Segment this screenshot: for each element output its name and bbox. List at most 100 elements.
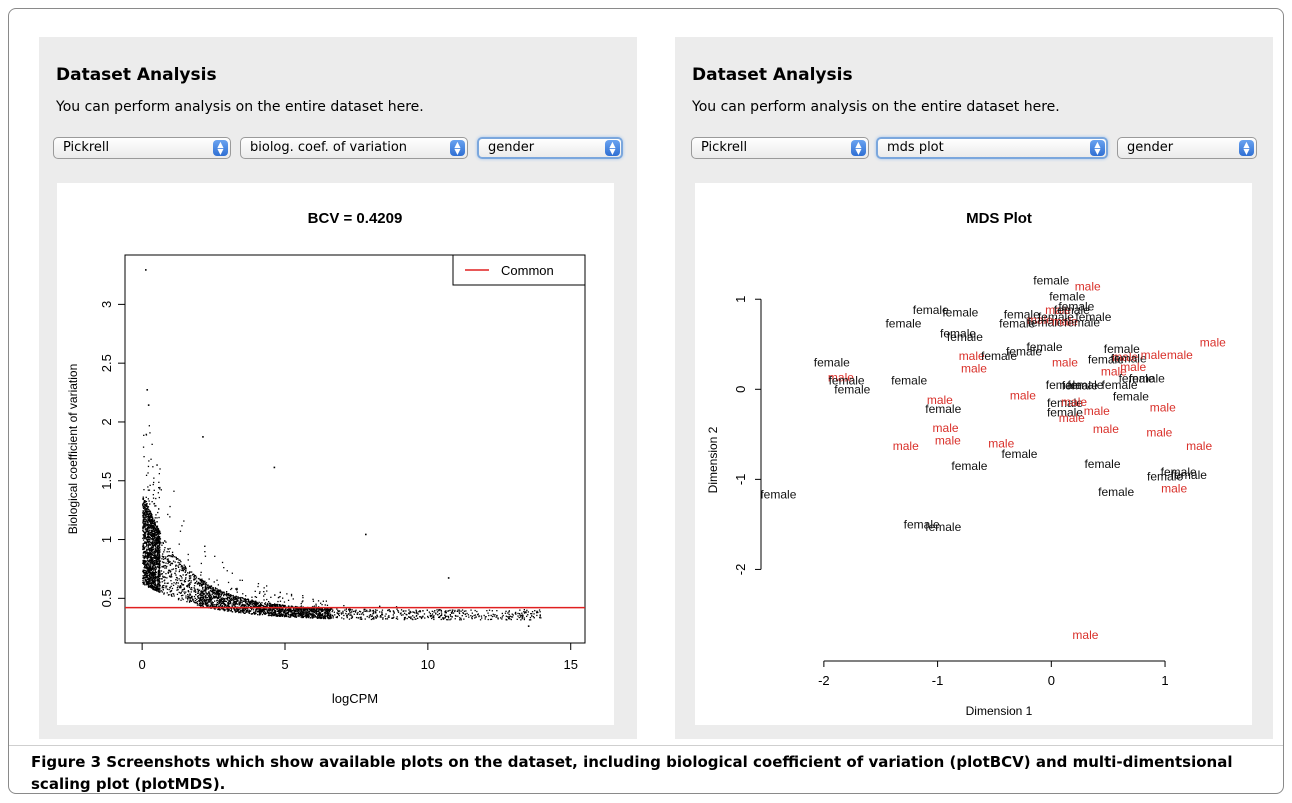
- bcv-point: [147, 555, 149, 557]
- bcv-point: [179, 592, 182, 594]
- bcv-point: [240, 604, 243, 606]
- bcv-point: [306, 615, 309, 618]
- bcv-point: [348, 618, 351, 620]
- bcv-point: [205, 587, 207, 589]
- bcv-point: [391, 617, 393, 619]
- bcv-point: [202, 592, 204, 594]
- bcv-point: [144, 509, 146, 511]
- bcv-point: [205, 603, 207, 605]
- bcv-point: [148, 552, 151, 554]
- bcv-point: [152, 580, 154, 582]
- bcv-point: [202, 580, 204, 582]
- bcv-point: [179, 575, 181, 577]
- bcv-point: [337, 610, 339, 612]
- bcv-point: [261, 609, 264, 612]
- bcv-point: [264, 602, 267, 604]
- bcv-point: [230, 602, 232, 604]
- bcv-point: [517, 615, 519, 617]
- bcv-point: [318, 616, 320, 618]
- bcv-point: [157, 539, 159, 541]
- bcv-point: [144, 552, 146, 554]
- bcv-point: [142, 575, 144, 577]
- bcv-point: [144, 574, 146, 576]
- bcv-point: [376, 609, 378, 611]
- bcv-point: [154, 542, 156, 544]
- bcv-point: [151, 579, 153, 581]
- bcv-point: [189, 593, 191, 596]
- bcv-point: [204, 545, 206, 547]
- bcv-point: [259, 610, 261, 612]
- bcv-point: [433, 617, 435, 619]
- bcv-point: [219, 589, 221, 591]
- bcv-point: [465, 610, 467, 612]
- bcv-point: [506, 619, 508, 621]
- bcv-point: [145, 543, 148, 545]
- mds-label-male: male: [1141, 348, 1167, 362]
- bcv-point: [212, 604, 214, 607]
- bcv-point: [146, 513, 148, 515]
- bcv-point: [163, 576, 165, 578]
- bcv-point: [174, 556, 176, 558]
- bcv-point: [240, 597, 242, 599]
- bcv-point: [210, 604, 212, 607]
- bcv-point: [148, 524, 150, 526]
- plot-type-select[interactable]: mds plot ▲ ▼: [876, 137, 1108, 159]
- bcv-point: [400, 609, 403, 611]
- bcv-point: [147, 546, 149, 548]
- bcv-point: [307, 614, 310, 616]
- bcv-point: [313, 611, 316, 614]
- bcv-point: [147, 536, 149, 538]
- bcv-point: [159, 532, 162, 535]
- bcv-point: [185, 573, 188, 576]
- bcv-point: [321, 614, 323, 616]
- bcv-point: [527, 611, 529, 613]
- bcv-point: [145, 581, 148, 583]
- bcv-point: [154, 552, 156, 554]
- bcv-point: [217, 594, 220, 596]
- bcv-point: [151, 501, 153, 503]
- bcv-point: [159, 575, 161, 577]
- bcv-point: [206, 604, 209, 606]
- plot-type-select[interactable]: biolog. coef. of variation ▲ ▼: [240, 137, 468, 159]
- bcv-point: [222, 599, 224, 601]
- bcv-point: [142, 544, 145, 546]
- bcv-point: [422, 610, 424, 612]
- bcv-point: [219, 605, 221, 607]
- bcv-point: [359, 611, 362, 613]
- bcv-point: [239, 597, 241, 599]
- bcv-point: [154, 543, 156, 545]
- bcv-point: [148, 560, 150, 562]
- grouping-select[interactable]: gender ▲ ▼: [477, 137, 623, 159]
- bcv-outlier-point: [145, 269, 147, 271]
- bcv-point: [144, 536, 146, 538]
- bcv-point: [223, 606, 225, 608]
- bcv-point: [173, 595, 175, 597]
- bcv-point: [200, 583, 202, 585]
- bcv-point: [302, 616, 304, 618]
- select-arrows-icon: ▲ ▼: [450, 140, 465, 156]
- bcv-point: [154, 524, 156, 526]
- bcv-point: [152, 466, 154, 468]
- grouping-select[interactable]: gender ▲ ▼: [1117, 137, 1257, 159]
- bcv-point: [312, 617, 314, 619]
- bcv-point: [208, 591, 210, 593]
- bcv-point: [317, 616, 319, 618]
- dataset-select[interactable]: Pickrell ▲ ▼: [691, 137, 869, 159]
- bcv-point: [148, 561, 150, 563]
- bcv-point: [270, 608, 272, 610]
- bcv-point: [158, 473, 160, 475]
- dataset-select[interactable]: Pickrell ▲ ▼: [53, 137, 231, 159]
- bcv-point: [268, 610, 270, 612]
- bcv-point: [389, 610, 391, 612]
- bcv-point: [148, 553, 151, 556]
- bcv-point: [371, 615, 373, 617]
- bcv-point: [211, 606, 213, 608]
- bcv-point: [147, 511, 150, 513]
- bcv-point: [355, 616, 358, 619]
- x-tick-label: -1: [932, 673, 944, 688]
- bcv-outlier-point: [527, 625, 530, 627]
- bcv-point: [203, 592, 205, 595]
- bcv-point: [149, 432, 151, 434]
- mds-label-female: female: [1006, 344, 1042, 358]
- bcv-point: [147, 489, 149, 491]
